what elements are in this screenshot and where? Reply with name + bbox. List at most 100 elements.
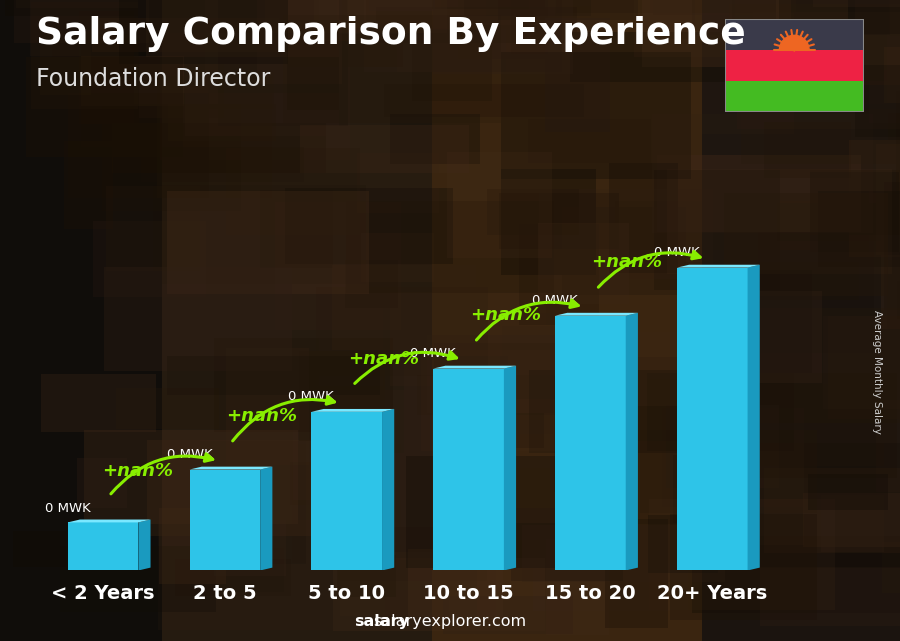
Polygon shape <box>382 409 394 570</box>
Bar <box>200 442 306 564</box>
Text: 0 MWK: 0 MWK <box>166 448 212 461</box>
Bar <box>4 0 138 16</box>
Bar <box>881 255 900 329</box>
Bar <box>500 313 554 434</box>
Text: +nan%: +nan% <box>226 407 297 426</box>
Bar <box>324 453 464 560</box>
Bar <box>640 430 817 513</box>
Bar <box>64 141 113 229</box>
Bar <box>522 525 725 583</box>
Bar <box>345 260 399 308</box>
Bar <box>488 190 579 235</box>
Polygon shape <box>311 409 394 412</box>
Bar <box>92 18 279 52</box>
Bar <box>882 542 900 593</box>
Bar <box>175 558 292 595</box>
Bar <box>112 123 326 172</box>
Bar <box>300 124 470 172</box>
Bar <box>213 520 286 576</box>
Bar <box>817 190 900 267</box>
Bar <box>166 191 369 294</box>
Bar <box>609 163 678 274</box>
Bar <box>824 316 900 409</box>
Bar <box>692 536 900 613</box>
Bar <box>519 224 599 325</box>
Bar <box>13 531 67 567</box>
Bar <box>444 596 572 634</box>
Bar <box>501 52 691 179</box>
Bar <box>648 515 718 572</box>
Bar <box>642 0 779 67</box>
Bar <box>868 192 900 252</box>
Bar <box>724 81 864 112</box>
Bar <box>320 0 486 28</box>
Bar <box>40 31 91 95</box>
Bar <box>634 0 791 57</box>
Bar <box>464 0 591 15</box>
Bar <box>288 34 403 67</box>
Bar <box>533 563 688 612</box>
Bar <box>369 0 435 12</box>
Bar <box>570 33 760 83</box>
Bar <box>554 376 604 492</box>
Bar <box>692 0 890 35</box>
Bar <box>433 0 573 74</box>
Bar <box>408 549 503 620</box>
Polygon shape <box>504 365 516 570</box>
Bar <box>299 351 385 442</box>
Bar <box>884 182 900 310</box>
Bar <box>77 458 127 508</box>
Bar <box>678 384 885 467</box>
Bar <box>555 0 710 13</box>
Bar <box>499 193 619 249</box>
Bar <box>162 0 432 641</box>
Bar <box>764 468 900 553</box>
Bar <box>284 15 501 124</box>
Polygon shape <box>677 265 760 268</box>
Bar <box>849 140 900 257</box>
Bar <box>40 374 156 433</box>
Bar <box>287 21 339 110</box>
Bar <box>650 499 835 610</box>
Bar <box>157 76 272 198</box>
Polygon shape <box>555 316 625 570</box>
Bar <box>615 201 810 250</box>
Bar <box>545 539 609 635</box>
Bar <box>653 0 791 15</box>
Bar <box>499 0 637 20</box>
Bar <box>106 186 201 271</box>
Bar <box>458 0 547 59</box>
Bar <box>226 349 309 465</box>
Bar <box>337 554 396 597</box>
Polygon shape <box>139 519 150 570</box>
Bar <box>357 153 439 213</box>
Bar <box>384 84 584 117</box>
Text: salaryexplorer.com: salaryexplorer.com <box>374 615 526 629</box>
Bar <box>139 65 224 118</box>
Bar <box>432 0 702 641</box>
Bar <box>81 56 184 106</box>
Text: salary: salary <box>355 615 410 629</box>
Bar <box>159 508 226 584</box>
Bar <box>185 93 338 136</box>
Bar <box>93 221 206 297</box>
Bar <box>652 113 873 233</box>
Bar <box>346 201 554 292</box>
Bar <box>528 119 651 163</box>
Bar <box>886 260 900 339</box>
Bar <box>734 0 796 21</box>
Bar <box>16 0 138 8</box>
Bar <box>657 155 861 232</box>
Bar <box>808 474 887 510</box>
Bar <box>274 202 400 329</box>
Bar <box>208 72 274 108</box>
Bar <box>647 372 794 451</box>
Bar <box>703 442 900 569</box>
Bar <box>31 2 138 108</box>
Text: Foundation Director: Foundation Director <box>36 67 270 91</box>
Bar <box>810 170 900 235</box>
Bar <box>605 519 669 628</box>
Polygon shape <box>68 519 150 522</box>
Bar <box>855 0 900 71</box>
Bar <box>717 444 804 545</box>
